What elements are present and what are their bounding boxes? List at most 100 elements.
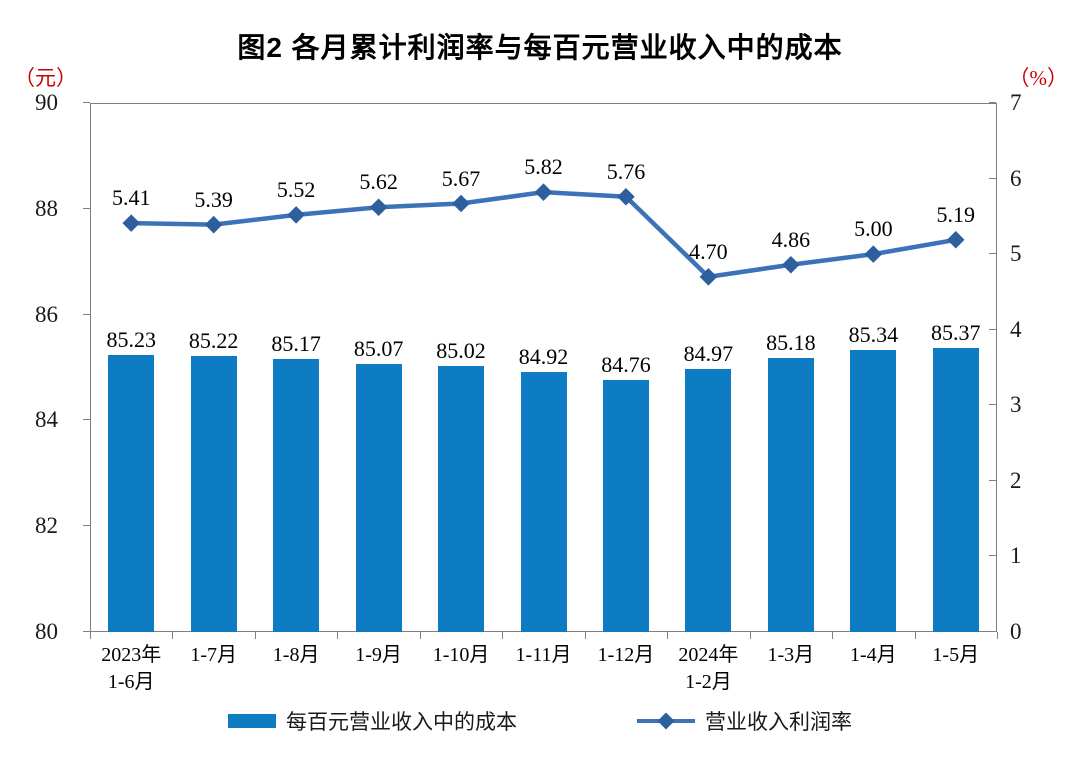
line-value-label: 5.82 bbox=[524, 154, 563, 180]
diamond-marker-icon bbox=[657, 712, 675, 730]
y-axis-right-tickmark bbox=[989, 177, 996, 179]
y-axis-right-tickmark bbox=[989, 253, 996, 255]
y-axis-right-tickmark bbox=[989, 631, 996, 632]
chart-title: 图2 各月累计利润率与每百元营业收入中的成本 bbox=[237, 32, 843, 63]
x-axis-label: 1-11月 bbox=[515, 644, 572, 666]
y-axis-right-tick-label: 6 bbox=[1010, 165, 1022, 191]
y-axis-right-tickmark bbox=[989, 555, 996, 557]
x-axis-label: 1-7月 bbox=[190, 644, 238, 666]
y-axis-right-tick-label: 3 bbox=[1010, 392, 1022, 418]
line-marker bbox=[452, 194, 470, 213]
line-path bbox=[131, 189, 957, 280]
y-axis-left-tickmark bbox=[83, 102, 90, 103]
x-axis-tickmark bbox=[749, 632, 751, 639]
x-axis-label: 1-8月 bbox=[272, 644, 320, 666]
y-axis-left-tickmark bbox=[83, 419, 90, 421]
bar-value-label: 85.02 bbox=[436, 338, 486, 364]
x-axis-label: 2024年 1-2月 bbox=[678, 644, 739, 693]
y-axis-left-tick-label: 80 bbox=[35, 619, 58, 644]
bar bbox=[520, 371, 567, 632]
line-series bbox=[122, 183, 965, 286]
line-series-swatch bbox=[637, 712, 695, 730]
bar bbox=[190, 355, 237, 632]
bar bbox=[355, 363, 402, 632]
x-axis-label: 1-3月 bbox=[767, 644, 815, 666]
x-axis-tickmark bbox=[90, 632, 91, 639]
legend-item-cost: 每百元营业收入中的成本 bbox=[228, 706, 517, 736]
x-axis-label: 1-5月 bbox=[932, 644, 980, 666]
x-axis-tickmark bbox=[832, 632, 834, 639]
y-axis-right-tickmark bbox=[989, 328, 996, 330]
x-axis-tickmark bbox=[914, 632, 916, 639]
y-axis-right-tick-label: 7 bbox=[1010, 90, 1022, 115]
line-value-label: 5.19 bbox=[936, 201, 976, 227]
bar-value-label: 85.07 bbox=[353, 335, 404, 361]
x-axis-tickmark bbox=[419, 632, 421, 639]
bar-value-label: 85.37 bbox=[931, 319, 981, 345]
x-axis-label: 1-12月 bbox=[597, 644, 655, 666]
y-axis-right-tick-label: 4 bbox=[1010, 316, 1022, 342]
y-axis-left-tick-label: 86 bbox=[35, 301, 58, 327]
left-axis-unit-label: （元） bbox=[14, 66, 77, 90]
y-axis-left-tick-label: 88 bbox=[35, 195, 58, 221]
x-axis-tickmark bbox=[172, 632, 174, 639]
bar-value-label: 84.92 bbox=[518, 343, 569, 369]
line-marker bbox=[534, 183, 553, 201]
x-axis-tickmark bbox=[584, 632, 586, 639]
line-marker bbox=[864, 245, 883, 263]
line-value-label: 5.76 bbox=[606, 158, 646, 184]
line-marker bbox=[122, 214, 140, 232]
line-value-label: 4.86 bbox=[771, 226, 811, 252]
bar bbox=[602, 380, 649, 632]
bar bbox=[108, 355, 155, 632]
legend-label-profit-margin: 营业收入利润率 bbox=[705, 710, 852, 734]
x-axis-tickmark bbox=[997, 632, 998, 639]
line-value-label: 5.52 bbox=[276, 176, 316, 202]
line-value-label: 5.67 bbox=[441, 165, 481, 191]
bar bbox=[685, 369, 732, 632]
x-axis-tickmark bbox=[337, 632, 339, 639]
bar-value-label: 85.34 bbox=[848, 321, 899, 347]
line-value-label: 5.62 bbox=[359, 169, 398, 195]
x-axis-label: 2023年 1-6月 bbox=[101, 644, 162, 693]
x-axis-tickmark bbox=[502, 632, 504, 639]
bar-value-label: 85.17 bbox=[271, 330, 321, 356]
x-axis-tickmark bbox=[667, 632, 669, 639]
bar bbox=[767, 357, 814, 632]
line-marker bbox=[947, 231, 965, 249]
x-axis-label: 1-10月 bbox=[432, 644, 490, 666]
legend-item-profit-margin: 营业收入利润率 bbox=[637, 706, 852, 736]
line-marker bbox=[369, 198, 388, 217]
right-axis-unit-label: （%） bbox=[1008, 66, 1069, 90]
y-axis-left-tickmark bbox=[83, 207, 90, 209]
x-axis-label: 1-4月 bbox=[849, 644, 897, 666]
bar-value-label: 85.23 bbox=[106, 327, 156, 353]
legend-label-cost: 每百元营业收入中的成本 bbox=[286, 710, 517, 734]
line-value-label: 4.70 bbox=[689, 238, 728, 264]
bar bbox=[273, 358, 320, 632]
y-axis-left-tickmark bbox=[83, 631, 90, 632]
y-axis-left-tick-label: 84 bbox=[35, 407, 58, 433]
y-axis-right-tick-label: 1 bbox=[1010, 543, 1022, 569]
bar-value-label: 84.97 bbox=[683, 341, 734, 367]
y-axis-right-tickmark bbox=[989, 404, 996, 406]
bar bbox=[438, 366, 485, 632]
y-axis-right-tickmark bbox=[989, 102, 996, 103]
y-axis-right-tick-label: 0 bbox=[1010, 619, 1022, 644]
x-axis-tickmark bbox=[254, 632, 256, 639]
legend: 每百元营业收入中的成本 营业收入利润率 bbox=[0, 706, 1080, 736]
y-axis-right-tickmark bbox=[989, 479, 996, 481]
x-axis-label: 1-9月 bbox=[355, 644, 402, 666]
y-axis-left-tick-label: 90 bbox=[35, 90, 58, 115]
bar-value-label: 84.76 bbox=[601, 352, 651, 378]
y-axis-left-tickmark bbox=[83, 525, 90, 527]
bar bbox=[850, 349, 897, 632]
bar bbox=[932, 347, 979, 632]
y-axis-right-tick-label: 5 bbox=[1010, 241, 1022, 267]
bar-value-label: 85.18 bbox=[766, 329, 816, 355]
line-value-label: 5.39 bbox=[194, 186, 233, 212]
y-axis-left-tick-label: 82 bbox=[35, 513, 58, 539]
line-marker bbox=[287, 206, 305, 224]
line-value-label: 5.41 bbox=[111, 185, 151, 211]
